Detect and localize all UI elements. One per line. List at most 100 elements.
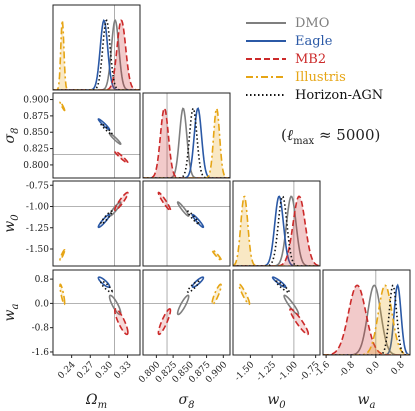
- marginal-fill-mb2-wa: [323, 285, 410, 355]
- y-tick-label-wa: 0.8: [35, 275, 50, 285]
- marginal-fill-illustris-wa: [323, 285, 410, 355]
- panel-frame: [52, 92, 141, 179]
- marginal-horizon-agn-s8: [143, 106, 230, 178]
- y-tick-label-s8: 0.825: [23, 145, 49, 155]
- legend-item-illustris: Illustris: [246, 70, 346, 85]
- contour-illustris-s8-w0: [211, 249, 222, 261]
- legend-label-eagle: Eagle: [295, 34, 333, 49]
- contour-illustris-w0-wa: [238, 283, 251, 306]
- panel-frame: [52, 4, 141, 91]
- panel-om-om: [52, 4, 141, 91]
- x-axis-label-w0: w0: [267, 392, 286, 411]
- y-axis-label-wa: wa: [2, 303, 21, 321]
- x-tick-label-om: 0.33: [112, 360, 133, 381]
- y-tick-label-s8: 0.800: [23, 161, 49, 171]
- legend-label-illustris: Illustris: [295, 70, 346, 85]
- panel-w0-w0: [232, 180, 321, 267]
- contour-illustris-om-w0: [59, 249, 66, 261]
- panels-layer: 0.8000.8250.8500.8750.900σ8-1.50-1.25-1.…: [2, 4, 411, 411]
- panel-frame: [232, 269, 321, 356]
- marginal-eagle-om: [53, 19, 140, 90]
- y-axis-label-s8: σ8: [2, 128, 21, 144]
- legend-item-dmo: DMO: [246, 16, 329, 31]
- y-tick-label-wa: 0.0: [35, 299, 50, 309]
- panel-frame: [142, 269, 231, 356]
- contour-mb2-om-s8: [114, 150, 129, 164]
- y-tick-label-s8: 0.900: [23, 96, 49, 106]
- ell-max-annotation: (ℓmax ≈ 5000): [281, 126, 380, 147]
- y-tick-label-wa: -1.6: [32, 348, 50, 358]
- contour-eagle-w0-wa: [271, 276, 287, 288]
- marginal-fill-illustris-w0: [233, 196, 320, 266]
- panel-s8-s8: [142, 92, 231, 179]
- x-tick-label-wa: 0.0: [365, 360, 382, 377]
- x-tick-label-om: 0.30: [94, 360, 115, 381]
- contour-mb2-om-w0: [114, 191, 129, 212]
- legend-label-horizon-agn: Horizon-AGN: [295, 88, 383, 103]
- panel-frame: [142, 92, 231, 179]
- contour-illustris-s8-wa: [211, 283, 222, 306]
- marginal-eagle-s8: [143, 107, 230, 178]
- x-axis-label-om: Ωm: [85, 392, 107, 411]
- contour-mb2-w0-wa: [289, 308, 310, 336]
- marginal-horizon-agn-om: [53, 19, 140, 90]
- contour-horizon-agn-w0-wa: [275, 280, 290, 293]
- contour-horizon-agn-s8-wa: [186, 280, 200, 293]
- panel-frame: [52, 269, 141, 356]
- x-tick-label-om: 0.27: [75, 360, 96, 381]
- x-axis-label-wa: wa: [358, 392, 376, 411]
- legend-label-dmo: DMO: [295, 16, 329, 31]
- contour-dmo-s8-w0: [176, 201, 190, 217]
- marginal-fill-illustris-s8: [143, 108, 230, 178]
- panel-frame: [142, 180, 231, 267]
- contour-horizon-agn-om-s8: [100, 122, 113, 136]
- x-tick-label-wa: -0.8: [338, 360, 358, 380]
- contour-illustris-om-wa: [59, 283, 66, 306]
- contour-horizon-agn-om-wa: [100, 280, 113, 293]
- y-tick-label-s8: 0.875: [23, 112, 49, 122]
- y-tick-label-w0: -1.25: [26, 224, 49, 234]
- y-tick-label-s8: 0.850: [23, 128, 49, 138]
- contour-eagle-om-w0: [97, 213, 111, 229]
- x-tick-label-w0: -1.50: [233, 360, 257, 384]
- x-tick-label-w0: -1.00: [277, 360, 301, 384]
- contour-dmo-w0-wa: [283, 294, 300, 316]
- contour-dmo-om-wa: [108, 294, 122, 316]
- contour-eagle-om-s8: [97, 118, 111, 131]
- panel-frame: [232, 180, 321, 267]
- y-tick-label-wa: -0.8: [32, 324, 50, 334]
- legend-item-mb2: MB2: [246, 52, 326, 67]
- contour-horizon-agn-s8-w0: [186, 210, 200, 225]
- marginal-dmo-om: [53, 19, 140, 90]
- panel-om-w0: -1.50 -1.25 -1.00 -0.75 w0: [2, 180, 141, 267]
- legend-item-horizon-agn: Horizon-AGN: [246, 88, 383, 103]
- marginal-fill-mb2-s8: [143, 108, 230, 178]
- panel-om-s8: 0.800 0.825 0.850 0.875 0.900 σ8: [2, 92, 141, 179]
- marginal-dmo-s8: [143, 107, 230, 178]
- panel-om-wa: 0.240.270.300.33 Ωm -1.6 -0.8 0.0 0.8 wa: [2, 269, 141, 411]
- contour-dmo-s8-wa: [176, 294, 190, 316]
- marginal-eagle-w0: [233, 195, 320, 266]
- contour-mb2-s8-wa: [157, 308, 172, 336]
- panel-wa-wa: -1.6 -0.8 0.0 0.8wa: [313, 269, 411, 411]
- contour-eagle-s8-w0: [191, 213, 205, 229]
- panel-frame: [52, 180, 141, 267]
- y-tick-label-w0: -1.50: [26, 245, 49, 255]
- marginal-illustris-w0: [233, 195, 320, 266]
- y-tick-label-w0: -1.00: [26, 203, 49, 213]
- x-tick-label-om: 0.24: [56, 360, 77, 381]
- x-tick-label-w0: -1.25: [255, 360, 279, 384]
- contour-eagle-s8-wa: [191, 276, 205, 288]
- marginal-horizon-agn-wa: [323, 284, 410, 355]
- contour-mb2-s8-w0: [157, 191, 172, 212]
- y-axis-label-w0: w0: [2, 214, 21, 233]
- contour-eagle-om-wa: [97, 276, 111, 288]
- contour-mb2-om-wa: [114, 308, 129, 336]
- contour-illustris-om-s8: [59, 100, 66, 112]
- legend-label-mb2: MB2: [295, 52, 326, 67]
- contour-dmo-om-s8: [108, 132, 122, 145]
- legend-item-eagle: Eagle: [246, 34, 333, 49]
- panel-s8-w0: [142, 180, 231, 267]
